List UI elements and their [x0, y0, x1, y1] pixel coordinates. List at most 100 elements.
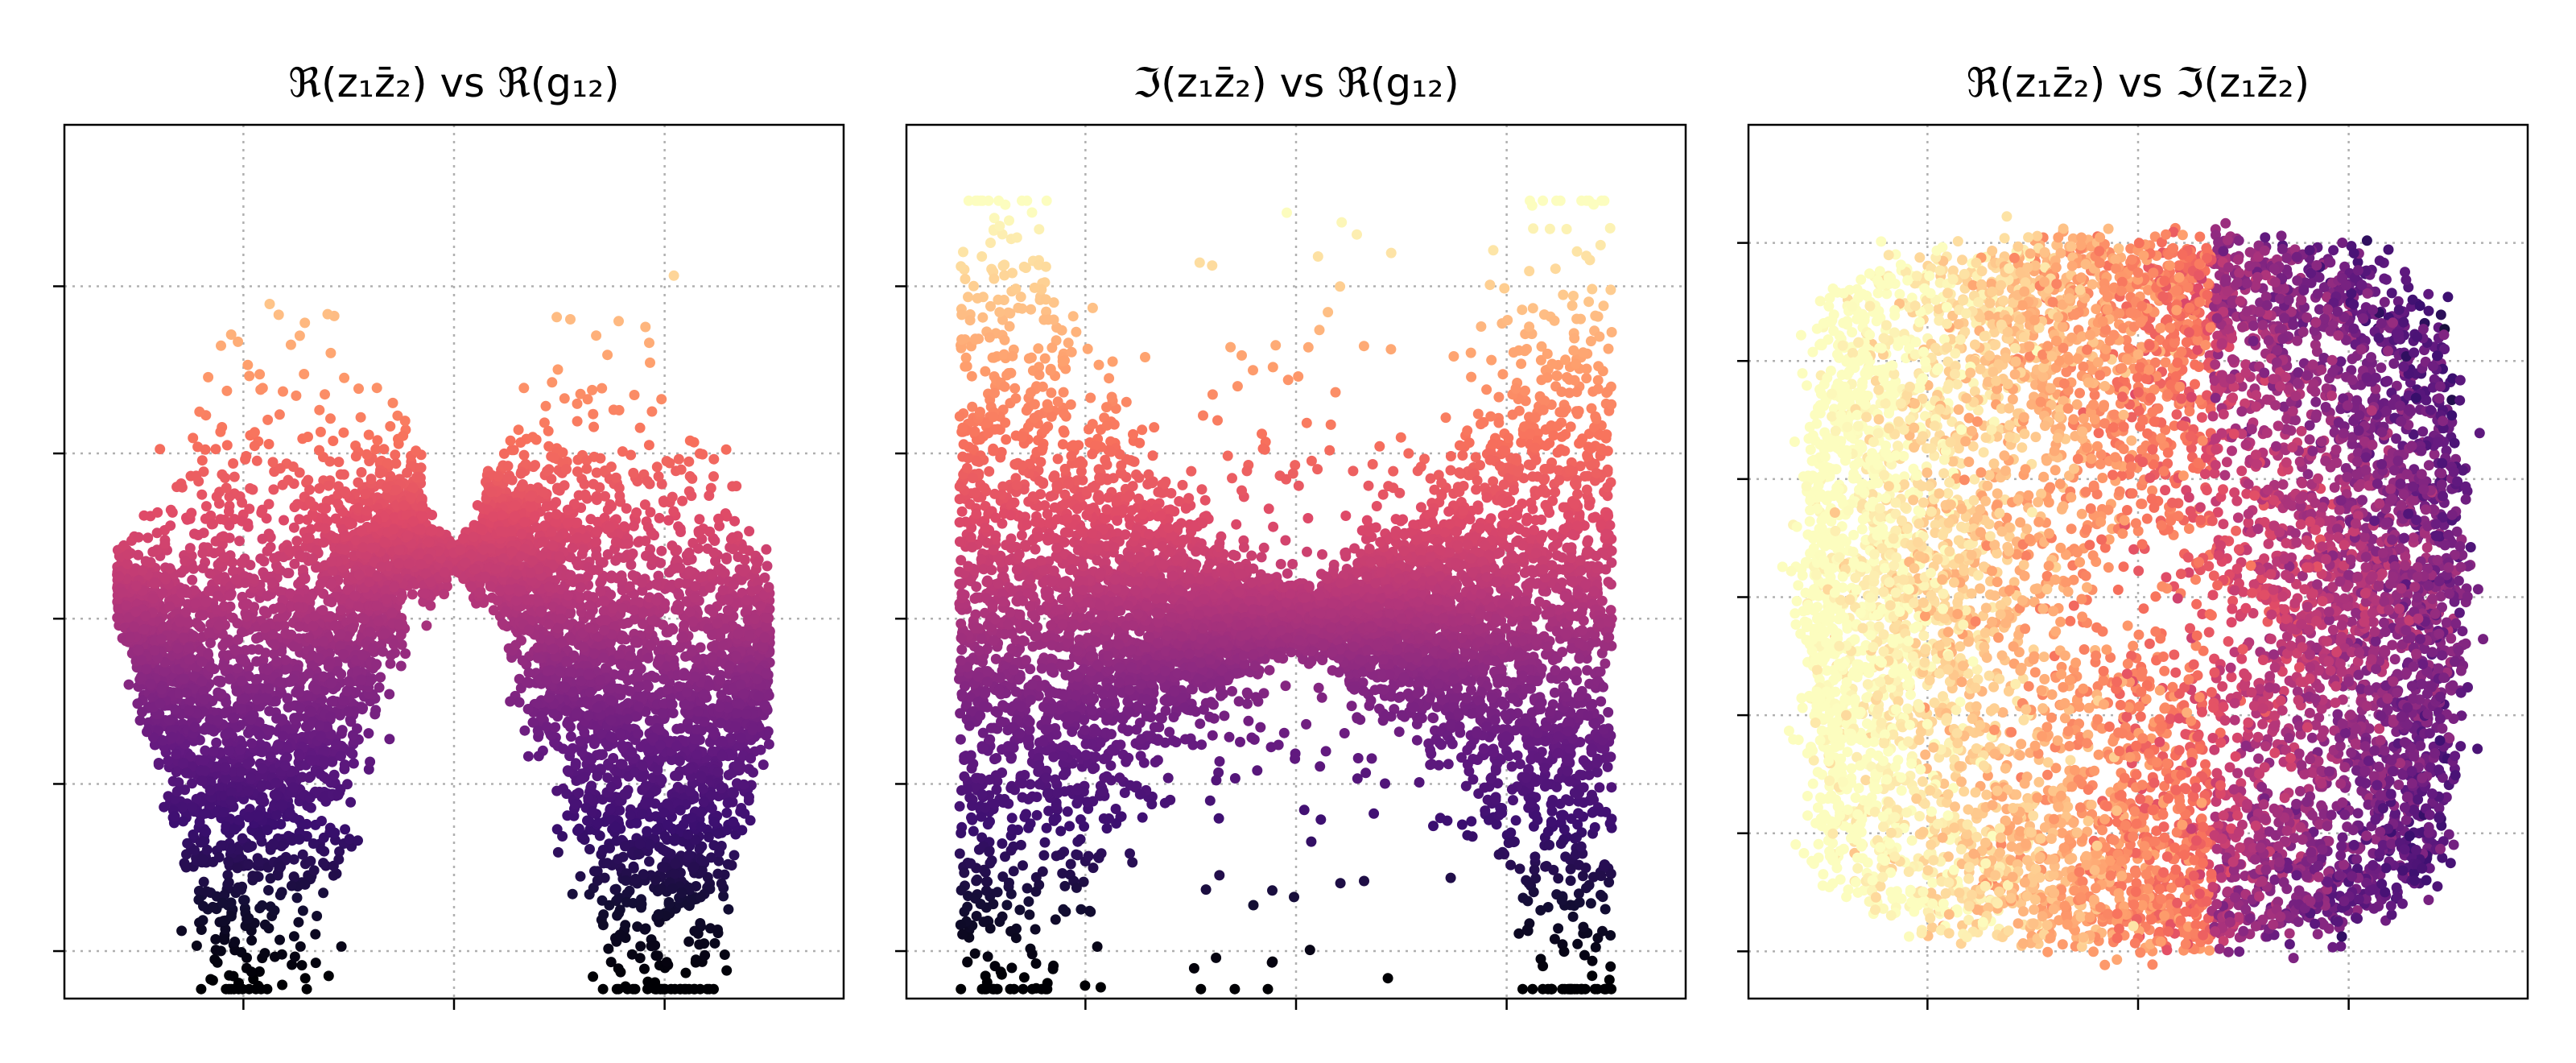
- data-point: [211, 737, 222, 748]
- data-point: [636, 899, 647, 910]
- data-point: [608, 753, 619, 763]
- data-point: [715, 718, 726, 729]
- data-point: [427, 510, 438, 520]
- data-point: [631, 507, 642, 518]
- data-point: [663, 898, 675, 909]
- data-point: [189, 528, 200, 540]
- data-point: [221, 385, 233, 396]
- data-point: [758, 759, 769, 771]
- data-point: [318, 887, 329, 899]
- data-point: [340, 531, 351, 542]
- data-point: [502, 473, 514, 484]
- data-point: [610, 536, 621, 548]
- data-point: [310, 929, 321, 940]
- data-point: [568, 742, 578, 754]
- data-point: [645, 357, 655, 368]
- data-point: [565, 314, 576, 325]
- data-point: [581, 463, 592, 474]
- data-point: [196, 983, 207, 995]
- data-point: [755, 744, 766, 755]
- data-point: [728, 816, 739, 827]
- data-point: [748, 767, 758, 778]
- data-point: [197, 854, 208, 865]
- data-point: [335, 469, 346, 480]
- data-point: [196, 489, 208, 500]
- data-point: [526, 556, 538, 566]
- data-point: [289, 951, 300, 962]
- data-point: [236, 556, 247, 568]
- data-point: [387, 397, 398, 408]
- data-point: [745, 753, 757, 764]
- data-point: [689, 925, 700, 937]
- data-point: [395, 660, 407, 672]
- data-point: [123, 679, 134, 690]
- data-point: [398, 430, 409, 441]
- data-point: [627, 548, 638, 559]
- data-point: [176, 925, 188, 937]
- data-point: [572, 416, 583, 427]
- data-point: [646, 527, 657, 538]
- data-point: [599, 872, 610, 883]
- data-point: [244, 983, 254, 995]
- data-point: [295, 941, 306, 952]
- data-point: [372, 435, 383, 446]
- data-point: [224, 519, 235, 531]
- data-point: [721, 552, 732, 563]
- data-point: [518, 449, 530, 461]
- data-point: [301, 983, 312, 995]
- data-point: [256, 507, 267, 519]
- data-point: [723, 904, 734, 915]
- data-point: [633, 849, 644, 860]
- data-point: [551, 312, 563, 323]
- data-point: [225, 329, 237, 340]
- data-point: [331, 739, 341, 751]
- data-point: [200, 444, 211, 455]
- data-point: [234, 536, 245, 547]
- data-point: [329, 620, 341, 631]
- data-point: [345, 796, 357, 808]
- data-point: [378, 646, 389, 657]
- data-point: [268, 838, 279, 850]
- data-point: [249, 441, 260, 452]
- data-point: [579, 478, 590, 490]
- data-point: [251, 633, 262, 644]
- data-point: [656, 394, 667, 405]
- data-point: [708, 471, 719, 482]
- data-point: [255, 553, 266, 565]
- data-point: [207, 901, 218, 912]
- data-point: [744, 526, 755, 537]
- data-point: [638, 618, 648, 630]
- data-point: [674, 577, 685, 589]
- data-point: [645, 507, 656, 518]
- data-point: [333, 854, 345, 865]
- data-point: [533, 751, 544, 762]
- data-point: [216, 340, 226, 351]
- data-point: [644, 839, 655, 850]
- data-point: [518, 383, 530, 394]
- data-point: [729, 788, 739, 799]
- data-point: [254, 830, 265, 842]
- data-point: [597, 920, 609, 931]
- data-point: [318, 771, 329, 783]
- data-point: [643, 440, 654, 451]
- data-point: [231, 685, 242, 697]
- data-point: [640, 923, 651, 934]
- data-point: [668, 270, 679, 281]
- data-point: [712, 868, 724, 879]
- data-point: [515, 437, 526, 448]
- data-point: [279, 515, 289, 526]
- data-point: [246, 738, 257, 749]
- data-point: [288, 931, 299, 942]
- data-point: [258, 606, 270, 617]
- data-point: [241, 451, 252, 461]
- data-point: [613, 316, 624, 327]
- data-point: [274, 409, 285, 420]
- data-point: [609, 884, 621, 895]
- data-point: [694, 844, 705, 855]
- data-point: [602, 350, 613, 361]
- data-point: [197, 548, 208, 559]
- data-point: [186, 507, 197, 519]
- data-point: [271, 809, 283, 821]
- data-point: [325, 711, 336, 722]
- data-point: [229, 937, 241, 947]
